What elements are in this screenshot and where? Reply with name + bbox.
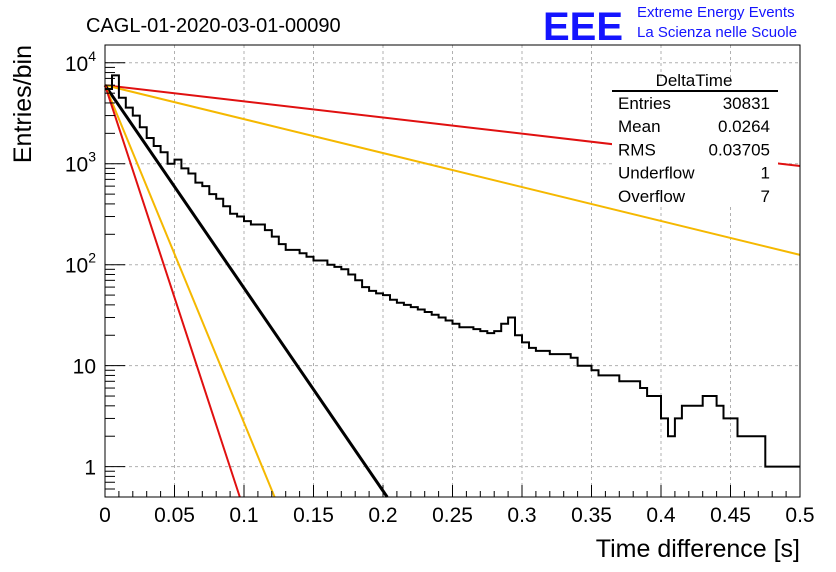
eee-logo: EEE Extreme Energy Events La Scienza nel… [543,4,797,49]
x-tick-label: 0.1 [229,504,258,527]
axis-ticks [104,62,801,498]
stats-label: Overflow [618,187,686,206]
logo-line-1: Extreme Energy Events [637,4,795,21]
stats-value: 30831 [723,94,770,113]
histogram-steps [105,74,800,468]
y-tick-labels: 1 10 102 103 104 [65,48,96,480]
y-tick-label: 102 [65,250,96,278]
stats-label: RMS [618,140,656,159]
y-tick-label: 10 [73,356,96,379]
x-tick-label: 0.35 [571,504,612,527]
logo-mark: EEE [543,5,623,49]
x-tick-label: 0.25 [432,504,473,527]
fit-curve-3 [103,84,389,498]
x-tick-label: 0.2 [368,504,397,527]
stats-box: DeltaTime Entries 30831 Mean 0.0264 RMS 0.037… [612,71,778,206]
x-tick-label: 0 [99,504,111,527]
x-tick-label: 0.45 [710,504,751,527]
stats-value: 1 [761,164,770,183]
x-tick-label: 0.3 [507,504,536,527]
stats-value: 0.0264 [718,117,770,136]
fit-curve-5 [104,84,241,498]
histogram [105,74,800,468]
fit-curve-2 [104,84,801,256]
y-tick-label: 1 [84,457,96,480]
y-tick-label: 104 [65,48,96,76]
stats-label: Entries [618,94,671,113]
stats-box-background [612,80,778,204]
x-tick-label: 0.4 [646,504,676,527]
chart-title: CAGL-01-2020-03-01-00090 [86,15,341,37]
fit-curve-4 [104,84,276,498]
x-tick-label: 0.5 [785,504,814,527]
stats-label: Mean [618,117,661,136]
logo-line-2: La Scienza nelle Scuole [637,24,797,41]
stats-value: 0.03705 [709,140,770,159]
stats-box-title: DeltaTime [656,71,733,90]
x-tick-labels: 0 0.05 0.1 0.15 0.2 0.25 0.3 0.35 0.4 0.45 0.5 [99,504,814,527]
stats-label: Underflow [618,164,695,183]
x-axis-label: Time difference [s] [596,535,800,563]
x-tick-label: 0.15 [293,504,334,527]
y-tick-label: 103 [65,149,96,177]
stats-rows: Entries 30831 Mean 0.0264 RMS 0.03705 Underflo… [618,94,770,206]
x-tick-label: 0.05 [154,504,195,527]
stats-value: 7 [761,187,770,206]
y-axis-label: Entries/bin [9,45,37,163]
